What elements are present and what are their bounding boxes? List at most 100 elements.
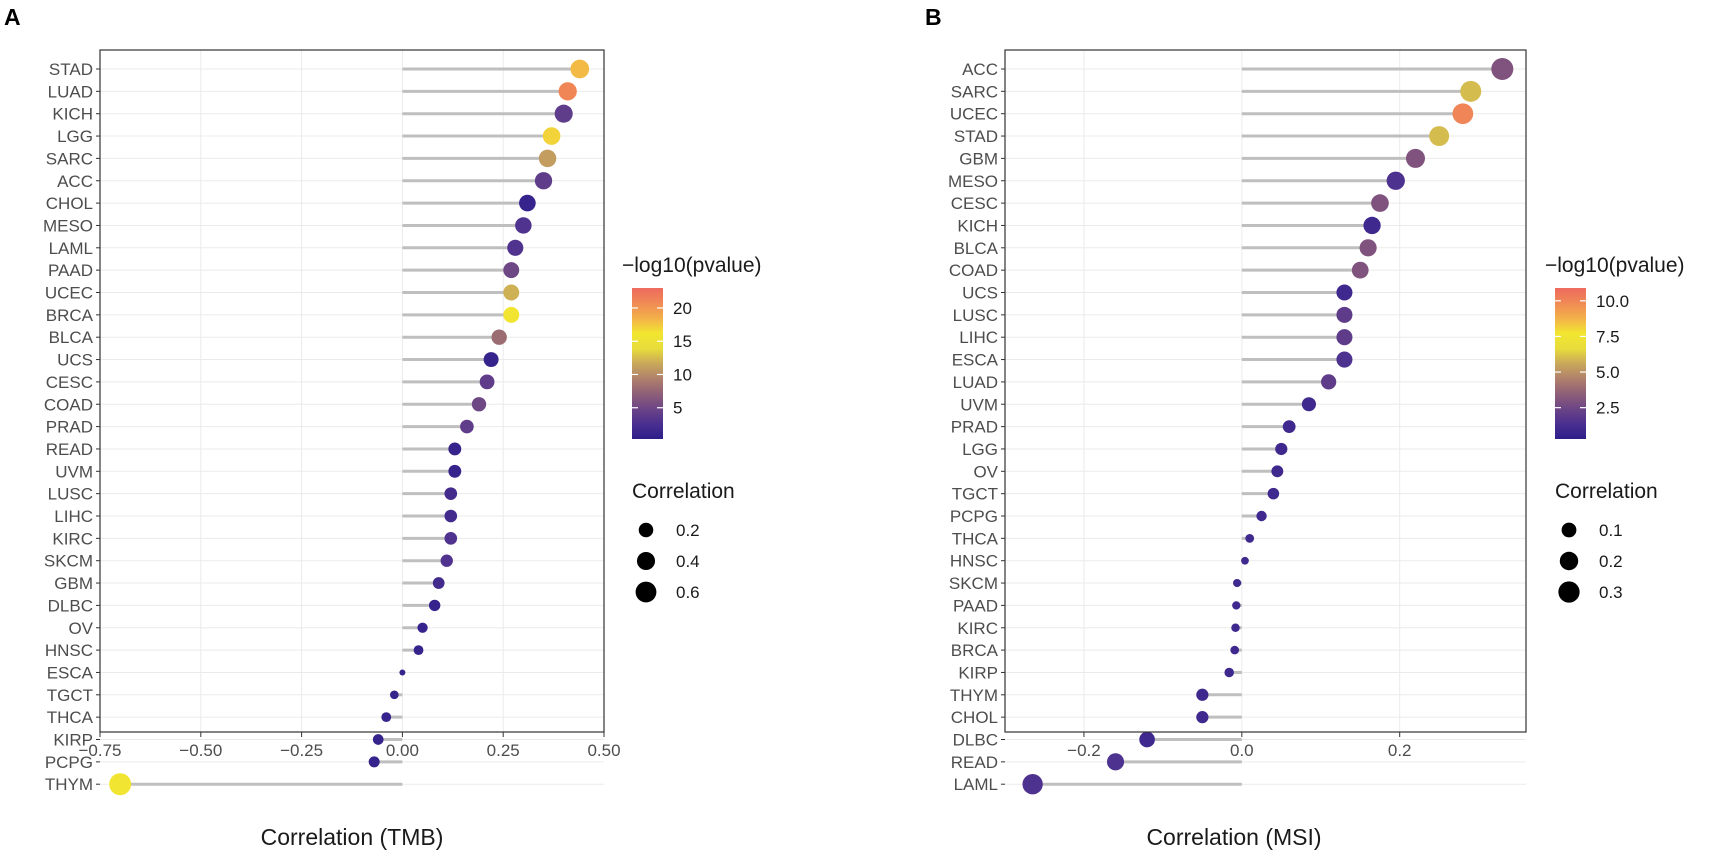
y-tick-label: DLBC — [953, 731, 998, 750]
plot-background — [1005, 50, 1526, 732]
y-tick-label: THYM — [45, 775, 93, 794]
point-kirc — [444, 532, 458, 545]
y-tick-label: ESCA — [952, 351, 999, 370]
y-tick-label: TGCT — [47, 686, 93, 705]
point-dlbc — [1139, 731, 1155, 748]
panel-b: B ACC SARC UCEC STAD GBM MESO CESC KICH BLCA COAD U… — [925, 4, 1685, 850]
size-legend-dot — [1558, 581, 1580, 603]
y-tick-label: TGCT — [952, 485, 998, 504]
y-tick-label: UVM — [960, 395, 998, 414]
x-tick-label: 0.0 — [1230, 741, 1254, 760]
point-cesc — [1371, 194, 1389, 212]
point-kich — [554, 104, 573, 123]
y-tick-label: LUSC — [48, 485, 93, 504]
point-lihc — [1336, 329, 1353, 346]
point-brca — [503, 306, 520, 323]
y-tick-label: OV — [973, 462, 998, 481]
y-tick-label: LUSC — [953, 306, 998, 325]
y-tick-label: KIRC — [957, 619, 998, 638]
y-tick-label: CESC — [951, 194, 998, 213]
y-tick-label: CHOL — [951, 708, 998, 727]
point-ov — [1271, 465, 1284, 478]
x-tick-label: 0.25 — [487, 741, 520, 760]
size-legend-label: 0.2 — [676, 521, 700, 540]
point-thym — [1196, 688, 1209, 701]
point-luad — [1321, 374, 1337, 390]
point-chol — [1196, 711, 1209, 724]
point-brca — [1230, 645, 1240, 655]
y-tick-label: DLBC — [48, 596, 93, 615]
point-blca — [491, 329, 507, 345]
point-coad — [471, 397, 487, 412]
point-ov — [417, 622, 428, 633]
y-tick-label: SKCM — [949, 574, 998, 593]
point-paad — [503, 262, 520, 279]
point-gbm — [1405, 148, 1426, 168]
x-tick-label: 0.00 — [386, 741, 419, 760]
y-tick-label: READ — [951, 753, 998, 772]
y-tick-label: STAD — [49, 60, 93, 79]
point-hnsc — [1241, 556, 1249, 565]
x-tick-label: 0.50 — [587, 741, 620, 760]
point-lgg — [1275, 442, 1288, 456]
point-stad — [570, 59, 590, 79]
color-legend-label: 2.5 — [1596, 399, 1620, 418]
y-tick-label: HNSC — [950, 552, 998, 571]
y-tick-label: BRCA — [951, 641, 999, 660]
point-ucs — [483, 352, 499, 368]
point-thca — [1245, 533, 1255, 543]
color-legend-label: 5 — [673, 399, 682, 418]
point-prad — [1282, 420, 1296, 434]
y-tick-label: SARC — [951, 82, 998, 101]
point-prad — [460, 419, 474, 434]
point-laml — [507, 239, 524, 256]
size-legend-dot — [1559, 551, 1579, 571]
y-tick-label: KIRP — [958, 663, 998, 682]
point-meso — [1386, 171, 1405, 190]
point-kich — [1363, 216, 1381, 235]
point-kirp — [1224, 667, 1234, 678]
point-esca — [1336, 351, 1353, 368]
y-tick-label: LAML — [954, 775, 998, 794]
point-pcpg — [1256, 510, 1267, 522]
point-ucec — [503, 284, 520, 301]
point-lgg — [542, 127, 561, 145]
y-tick-label: GBM — [959, 149, 998, 168]
y-tick-label: SKCM — [44, 552, 93, 571]
point-stad — [1429, 126, 1450, 147]
y-tick-label: GBM — [54, 574, 93, 593]
point-read — [448, 442, 462, 456]
y-tick-label: MESO — [948, 172, 998, 191]
size-legend-label: 0.1 — [1599, 521, 1623, 540]
point-chol — [519, 194, 536, 212]
y-tick-label: THCA — [47, 708, 94, 727]
y-tick-label: LAML — [49, 239, 93, 258]
size-legend-title: Correlation — [632, 480, 735, 503]
y-tick-label: PRAD — [46, 418, 93, 437]
y-tick-label: HNSC — [45, 641, 93, 660]
x-tick-label: −0.75 — [78, 741, 121, 760]
color-legend-label: 20 — [673, 299, 692, 318]
y-tick-label: COAD — [44, 395, 93, 414]
y-tick-label: UCEC — [950, 105, 998, 124]
size-legend-dot — [636, 551, 656, 571]
y-tick-label: CESC — [46, 373, 93, 392]
point-blca — [1359, 239, 1377, 257]
x-tick-label: 0.2 — [1388, 741, 1412, 760]
point-skcm — [440, 554, 453, 567]
panel-border — [99, 49, 605, 733]
size-legend-title: Correlation — [1555, 480, 1658, 503]
color-legend-label: 15 — [673, 332, 692, 351]
y-tick-label: BLCA — [954, 239, 999, 258]
color-legend-label: 5.0 — [1596, 363, 1620, 382]
y-tick-label: LUAD — [953, 373, 998, 392]
point-thym — [109, 773, 132, 796]
y-tick-label: LIHC — [54, 507, 93, 526]
y-tick-label: PAAD — [48, 261, 93, 280]
point-meso — [515, 217, 532, 234]
point-uvm — [1301, 397, 1316, 412]
color-legend-label: 7.5 — [1596, 327, 1620, 346]
y-tick-label: UCS — [57, 351, 93, 370]
y-tick-label: SARC — [46, 149, 93, 168]
color-legend-title: −log10(pvalue) — [622, 254, 762, 277]
